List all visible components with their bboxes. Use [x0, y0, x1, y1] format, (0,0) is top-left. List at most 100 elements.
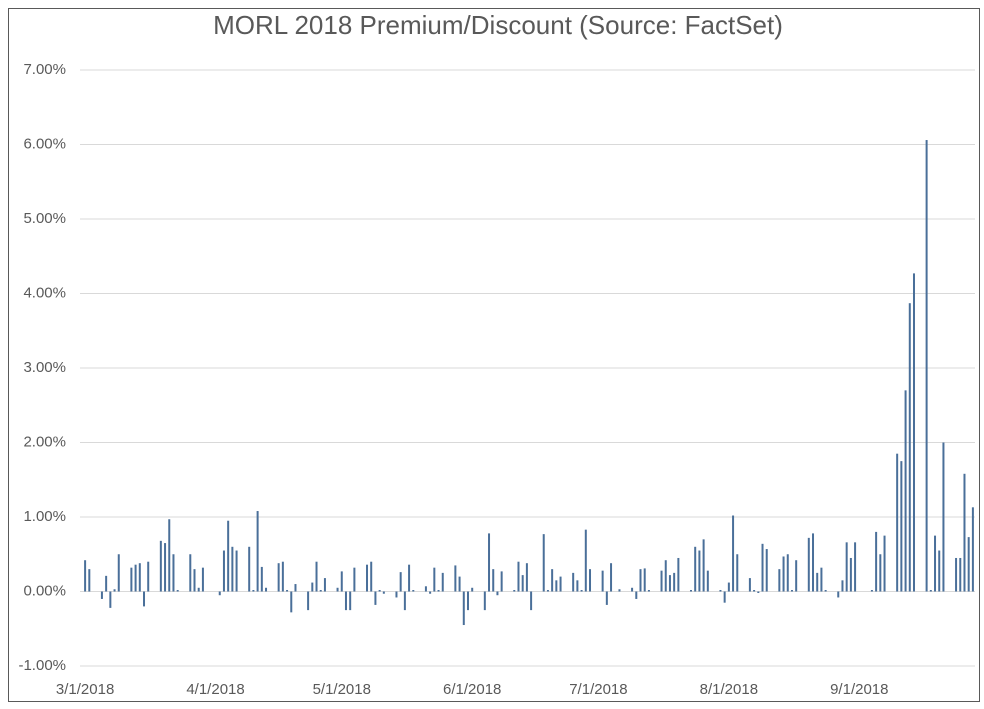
bar — [340, 571, 343, 592]
bar — [378, 590, 381, 592]
bar — [955, 557, 958, 592]
bar — [883, 535, 886, 592]
bar — [513, 590, 516, 592]
bar — [197, 587, 200, 592]
bar — [706, 570, 709, 592]
bar — [483, 591, 486, 611]
chart-border — [8, 8, 980, 702]
bar — [105, 575, 108, 592]
bar — [904, 390, 907, 592]
bar — [441, 572, 444, 592]
bar — [323, 578, 326, 592]
bar — [222, 550, 225, 592]
bar — [277, 563, 280, 592]
bar — [845, 542, 848, 592]
bar — [879, 554, 882, 592]
bar — [231, 546, 234, 592]
y-tick-label: 0.00% — [23, 582, 66, 599]
bar — [492, 569, 495, 592]
bar — [189, 554, 192, 592]
bar — [218, 591, 221, 596]
bar — [765, 549, 768, 592]
bar — [559, 576, 562, 592]
bar — [100, 591, 103, 599]
bar — [967, 537, 970, 592]
bar — [971, 507, 974, 592]
bar — [336, 587, 339, 592]
bar — [521, 575, 524, 592]
bar — [134, 564, 137, 592]
bar — [113, 589, 116, 592]
bar — [589, 569, 592, 592]
bar — [660, 570, 663, 592]
y-tick-label: 7.00% — [23, 61, 66, 78]
bar — [433, 567, 436, 592]
bar — [256, 511, 259, 592]
bar — [702, 539, 705, 592]
bar — [130, 567, 133, 592]
bar — [601, 570, 604, 592]
bar — [807, 537, 810, 592]
bar — [517, 561, 520, 592]
bar — [344, 591, 347, 611]
bar — [176, 590, 179, 592]
bar — [290, 591, 293, 613]
bar — [605, 591, 608, 605]
bar — [227, 520, 230, 592]
bar — [349, 591, 352, 611]
bar — [854, 542, 857, 592]
bar — [542, 534, 545, 592]
y-tick-label: 4.00% — [23, 284, 66, 301]
bar — [677, 557, 680, 592]
bar — [235, 550, 238, 592]
bar — [294, 584, 297, 592]
bar — [286, 590, 289, 592]
bar — [248, 546, 251, 592]
bar — [820, 567, 823, 592]
bar — [109, 591, 112, 608]
bar — [938, 550, 941, 592]
bar — [610, 563, 613, 592]
bar — [786, 554, 789, 592]
bar — [698, 550, 701, 592]
bar — [824, 590, 827, 592]
bar — [462, 591, 465, 626]
bar — [639, 569, 642, 592]
bar — [635, 591, 638, 599]
bar — [366, 564, 369, 592]
x-tick-label: 5/1/2018 — [313, 681, 371, 698]
bar — [496, 591, 499, 596]
bar — [252, 590, 255, 592]
bar — [618, 589, 621, 592]
bar — [896, 453, 899, 592]
bar — [795, 560, 798, 592]
bar — [265, 587, 268, 592]
bar — [689, 590, 692, 592]
bar — [790, 590, 793, 592]
bar — [942, 442, 945, 592]
bar — [580, 590, 583, 592]
bar — [761, 543, 764, 592]
bar — [576, 580, 579, 592]
bar — [201, 567, 204, 592]
bar — [281, 561, 284, 592]
bar — [307, 591, 310, 611]
bar — [664, 560, 667, 592]
bar — [929, 590, 932, 592]
bar — [437, 590, 440, 592]
x-tick-label: 6/1/2018 — [443, 681, 501, 698]
bar — [260, 566, 263, 592]
bar — [488, 533, 491, 592]
bar — [143, 591, 146, 607]
bar — [748, 578, 751, 592]
bar — [736, 554, 739, 592]
bar — [84, 560, 87, 592]
bar — [723, 591, 726, 603]
chart-title: MORL 2018 Premium/Discount (Source: Fact… — [213, 10, 783, 40]
bar — [778, 569, 781, 592]
bar — [753, 590, 756, 592]
bar — [117, 554, 120, 592]
bar — [370, 561, 373, 592]
bar — [912, 273, 915, 592]
